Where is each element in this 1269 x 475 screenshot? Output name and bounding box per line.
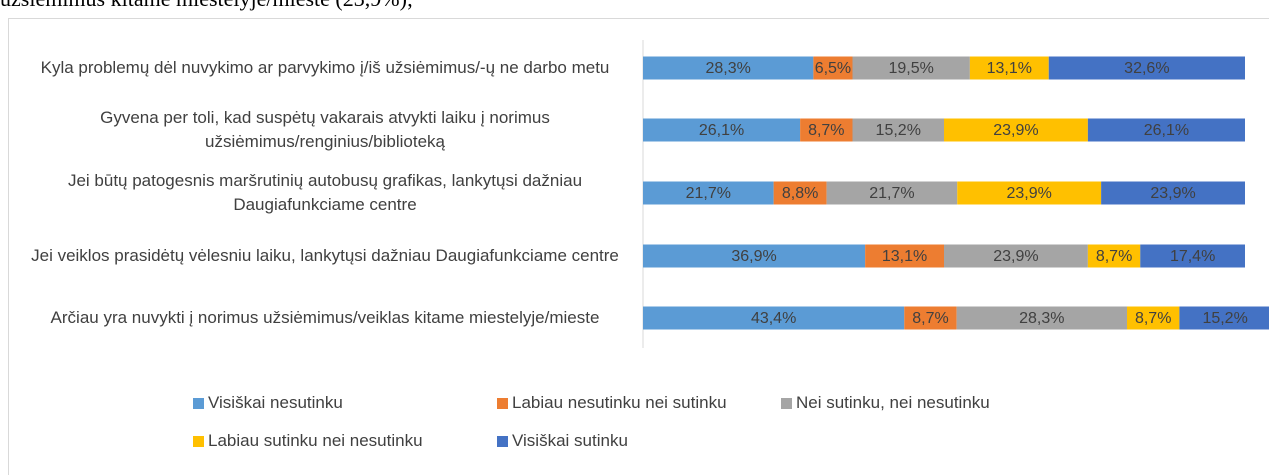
- legend-label: Labiau nesutinku nei sutinku: [512, 393, 727, 412]
- legend-item: Visiškai nesutinku: [193, 393, 343, 413]
- legend-item: Labiau sutinku nei nesutinku: [193, 431, 423, 451]
- bar-segment: [1179, 306, 1269, 330]
- data-label: 19,5%: [889, 60, 934, 77]
- category-label: Gyvena per toli, kad suspėtų vakarais at…: [100, 108, 550, 151]
- bar-segment: [852, 118, 944, 142]
- chart-frame: [8, 18, 1269, 475]
- bar-segment: [826, 181, 958, 205]
- bar-segment: [969, 56, 1049, 80]
- bar-segment: [773, 181, 827, 205]
- bar-segment: [944, 118, 1088, 142]
- data-label: 15,2%: [876, 122, 921, 139]
- bar-segment: [1127, 306, 1180, 330]
- bar-segment: [1048, 56, 1245, 80]
- data-label: 43,4%: [751, 310, 796, 327]
- header-text: užsiėmimus kitame miestelyje/mieste (23,…: [0, 0, 413, 12]
- bar-segment: [944, 244, 1088, 268]
- legend-swatch: [497, 397, 508, 409]
- data-label: 8,7%: [1135, 310, 1171, 327]
- bar-segment: [1140, 244, 1245, 268]
- data-label: 8,7%: [912, 310, 948, 327]
- data-label: 15,2%: [1202, 310, 1247, 327]
- legend-item: Visiškai sutinku: [497, 431, 628, 451]
- data-label: 13,1%: [882, 248, 927, 265]
- bar-segment: [813, 56, 853, 80]
- bar-segment: [1101, 181, 1245, 205]
- bar-segment: [956, 306, 1128, 330]
- bar-segment: [1087, 244, 1141, 268]
- bar-segment: [904, 306, 957, 330]
- bar-segment: [865, 244, 944, 268]
- data-label: 17,4%: [1170, 248, 1215, 265]
- category-label: Jei veiklos prasidėtų vėlesniu laiku, la…: [31, 246, 619, 265]
- legend-item: Labiau nesutinku nei sutinku: [497, 393, 727, 413]
- data-label: 6,5%: [815, 60, 851, 77]
- legend-label: Visiškai nesutinku: [208, 393, 343, 412]
- data-label: 28,3%: [1019, 310, 1064, 327]
- data-label: 23,9%: [1006, 185, 1051, 202]
- data-label: 8,8%: [782, 185, 818, 202]
- data-label: 8,7%: [1096, 248, 1132, 265]
- data-label: 8,7%: [808, 122, 844, 139]
- legend-label: Nei sutinku, nei nesutinku: [796, 393, 990, 412]
- data-label: 21,7%: [686, 185, 731, 202]
- legend-swatch: [497, 435, 508, 447]
- category-label: Jei būtų patogesnis maršrutinių autobusų…: [67, 171, 583, 214]
- bar-segment: [643, 56, 814, 80]
- data-label: 23,9%: [993, 248, 1038, 265]
- data-label: 21,7%: [869, 185, 914, 202]
- legend-item: Nei sutinku, nei nesutinku: [781, 393, 990, 413]
- data-label: 26,1%: [1144, 122, 1189, 139]
- legend-label: Labiau sutinku nei nesutinku: [208, 431, 423, 450]
- bar-segment: [1087, 118, 1245, 142]
- legend-swatch: [193, 435, 204, 447]
- bar-segment: [643, 306, 905, 330]
- bar-segment: [800, 118, 853, 142]
- category-label: Kyla problemų dėl nuvykimo ar parvykimo …: [40, 58, 610, 77]
- bar-segment: [957, 181, 1102, 205]
- category-label: Arčiau yra nuvykti į norimus užsiėmimus/…: [50, 308, 600, 327]
- data-label: 28,3%: [705, 60, 750, 77]
- data-label: 26,1%: [699, 122, 744, 139]
- data-label: 32,6%: [1124, 60, 1169, 77]
- data-label: 13,1%: [987, 60, 1032, 77]
- bar-segment: [852, 56, 970, 80]
- legend-swatch: [781, 397, 792, 409]
- bar-segment: [643, 244, 866, 268]
- legend-label: Visiškai sutinku: [512, 431, 628, 450]
- bar-segment: [643, 181, 774, 205]
- data-label: 23,9%: [993, 122, 1038, 139]
- bar-segment: [643, 118, 801, 142]
- data-label: 36,9%: [731, 248, 776, 265]
- data-label: 23,9%: [1150, 185, 1195, 202]
- legend-swatch: [193, 397, 204, 409]
